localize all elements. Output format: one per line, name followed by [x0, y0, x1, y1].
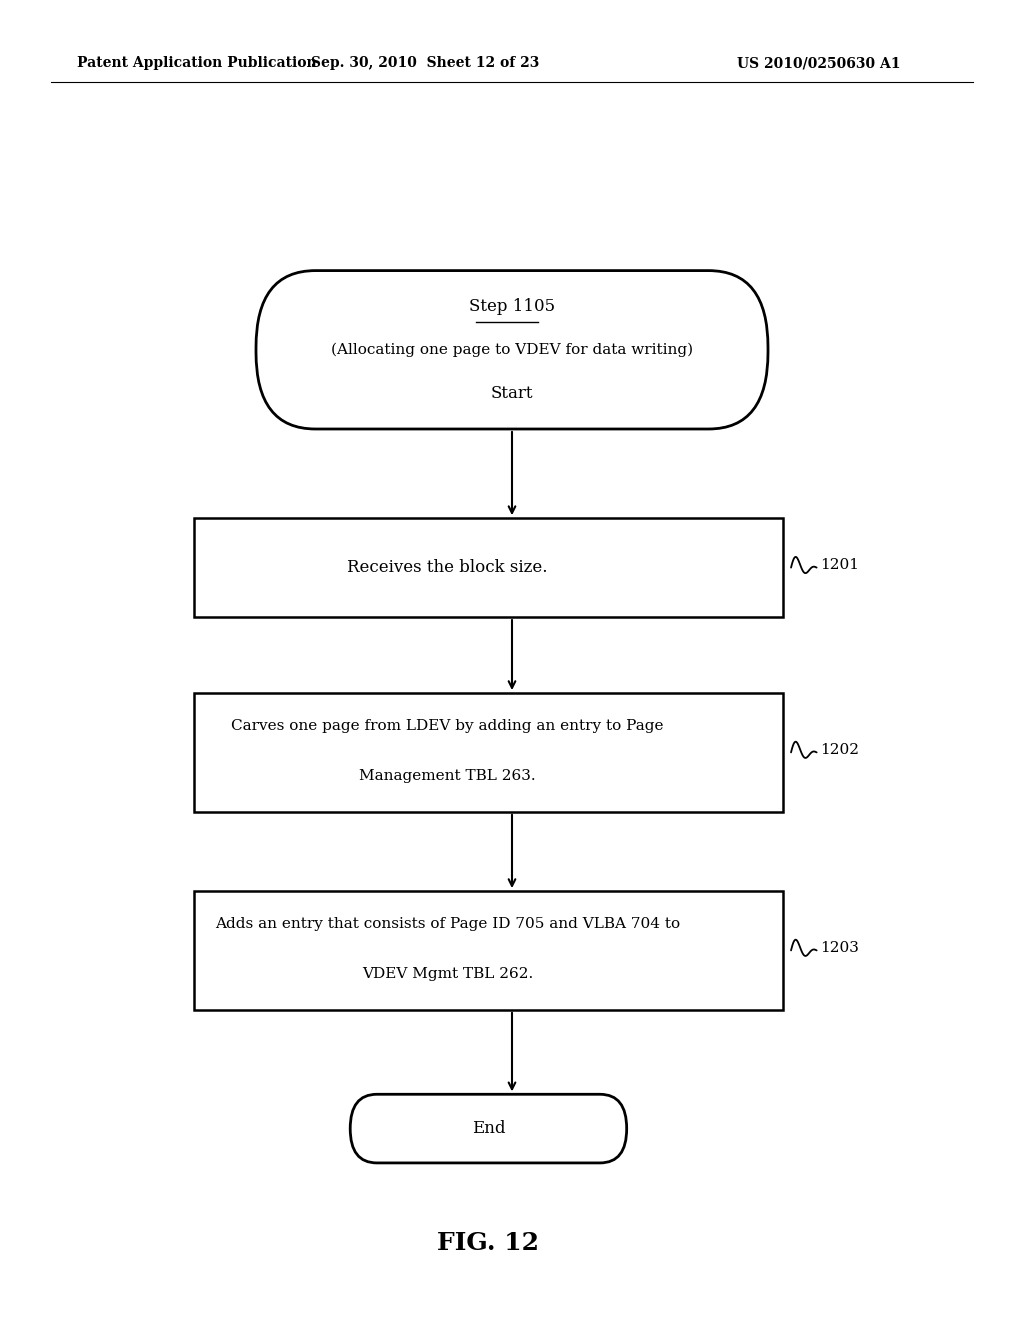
Text: Patent Application Publication: Patent Application Publication — [77, 57, 316, 70]
Text: Start: Start — [490, 385, 534, 401]
Text: 1202: 1202 — [819, 743, 859, 756]
Text: 1201: 1201 — [819, 558, 859, 572]
Bar — [195, 693, 782, 812]
FancyBboxPatch shape — [350, 1094, 627, 1163]
Text: Management TBL 263.: Management TBL 263. — [359, 770, 536, 783]
Text: FIG. 12: FIG. 12 — [437, 1232, 540, 1255]
Text: Step 1105: Step 1105 — [469, 298, 555, 314]
Text: US 2010/0250630 A1: US 2010/0250630 A1 — [737, 57, 901, 70]
Text: Receives the block size.: Receives the block size. — [347, 560, 548, 576]
Bar — [195, 891, 782, 1010]
Text: Adds an entry that consists of Page ID 705 and VLBA 704 to: Adds an entry that consists of Page ID 7… — [215, 917, 680, 931]
Text: (Allocating one page to VDEV for data writing): (Allocating one page to VDEV for data wr… — [331, 343, 693, 356]
Text: 1203: 1203 — [819, 941, 858, 954]
Text: Carves one page from LDEV by adding an entry to Page: Carves one page from LDEV by adding an e… — [231, 719, 664, 733]
Bar — [195, 519, 782, 618]
Text: Sep. 30, 2010  Sheet 12 of 23: Sep. 30, 2010 Sheet 12 of 23 — [310, 57, 540, 70]
Text: End: End — [472, 1121, 505, 1137]
FancyBboxPatch shape — [256, 271, 768, 429]
Text: VDEV Mgmt TBL 262.: VDEV Mgmt TBL 262. — [361, 968, 534, 981]
